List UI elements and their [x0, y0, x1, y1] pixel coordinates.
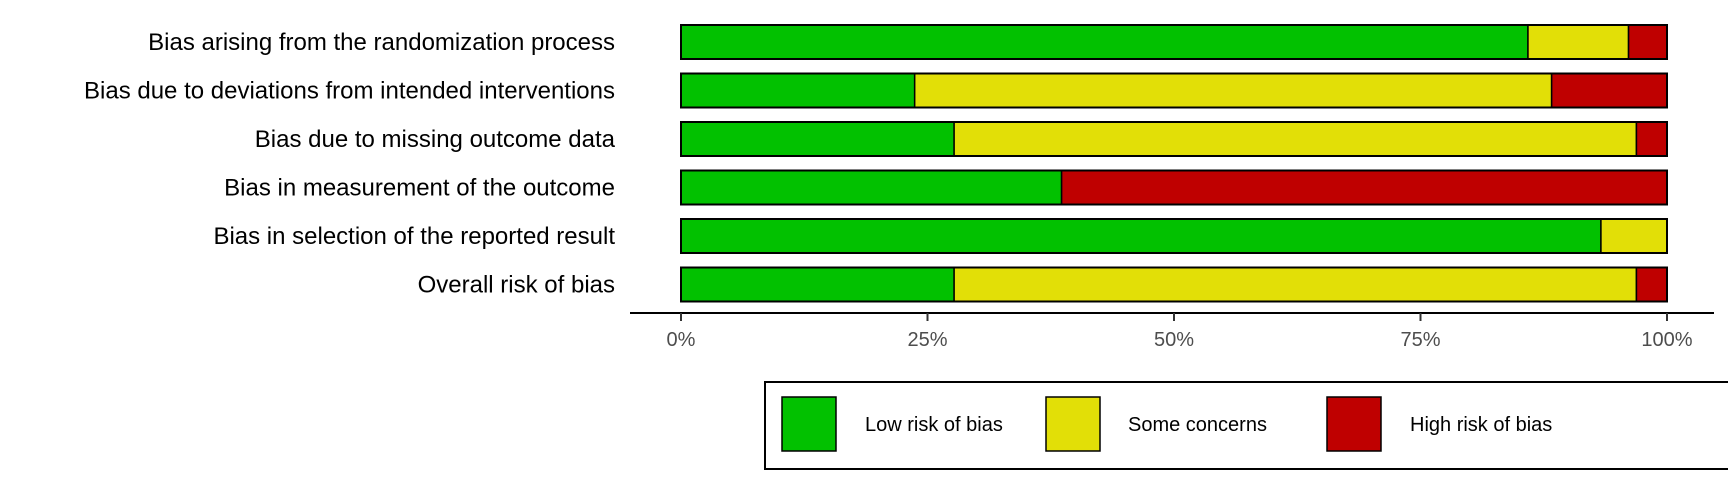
bar-segment — [680, 218, 1602, 254]
bar-outline — [680, 24, 1668, 60]
bar-segment — [680, 72, 916, 109]
x-tick-label: 25% — [907, 329, 947, 351]
x-axis: 0% 25% 50% 75% 100% — [630, 312, 1714, 351]
bar-outline — [680, 169, 1668, 206]
bar-segment — [1627, 24, 1668, 60]
legend-key — [781, 396, 837, 452]
bar-segment — [953, 266, 1638, 303]
legend-key — [1045, 396, 1101, 452]
bar-segment — [680, 24, 1529, 60]
bar-segment — [953, 121, 1638, 157]
category-label: Bias due to missing outcome data — [255, 126, 616, 153]
legend-label: High risk of bias — [1410, 414, 1552, 436]
x-tick-label: 75% — [1400, 329, 1440, 351]
bars — [680, 24, 1668, 303]
bar-outline — [680, 121, 1668, 157]
bar-segment — [1635, 121, 1668, 157]
bar-segment — [1550, 72, 1668, 109]
bar-outline — [680, 266, 1668, 303]
bar-outline — [680, 218, 1668, 254]
category-label: Bias due to deviations from intended int… — [84, 78, 615, 105]
category-label: Bias arising from the randomization proc… — [148, 29, 615, 56]
bar-segment — [680, 169, 1063, 206]
category-label: Overall risk of bias — [418, 272, 615, 299]
legend-key — [1326, 396, 1382, 452]
legend-label: Some concerns — [1128, 414, 1267, 436]
legend-label: Low risk of bias — [865, 414, 1003, 436]
legend: Low risk of bias Some concerns High risk o… — [764, 381, 1728, 470]
category-labels: Bias arising from the randomization proc… — [84, 29, 616, 299]
x-tick-label: 50% — [1154, 329, 1194, 351]
x-tick-label: 0% — [667, 329, 696, 351]
legend-box — [764, 381, 1728, 470]
bar-segment — [1527, 24, 1630, 60]
bar-segment — [913, 72, 1553, 109]
bar-segment — [1600, 218, 1668, 254]
category-label: Bias in measurement of the outcome — [224, 175, 615, 202]
bar-outline — [680, 72, 1668, 109]
bar-segment — [1060, 169, 1668, 206]
x-tick-label: 100% — [1641, 329, 1692, 351]
bar-segment — [1635, 266, 1668, 303]
category-label: Bias in selection of the reported result — [213, 223, 615, 250]
bar-segment — [680, 121, 955, 157]
bar-segment — [680, 266, 955, 303]
